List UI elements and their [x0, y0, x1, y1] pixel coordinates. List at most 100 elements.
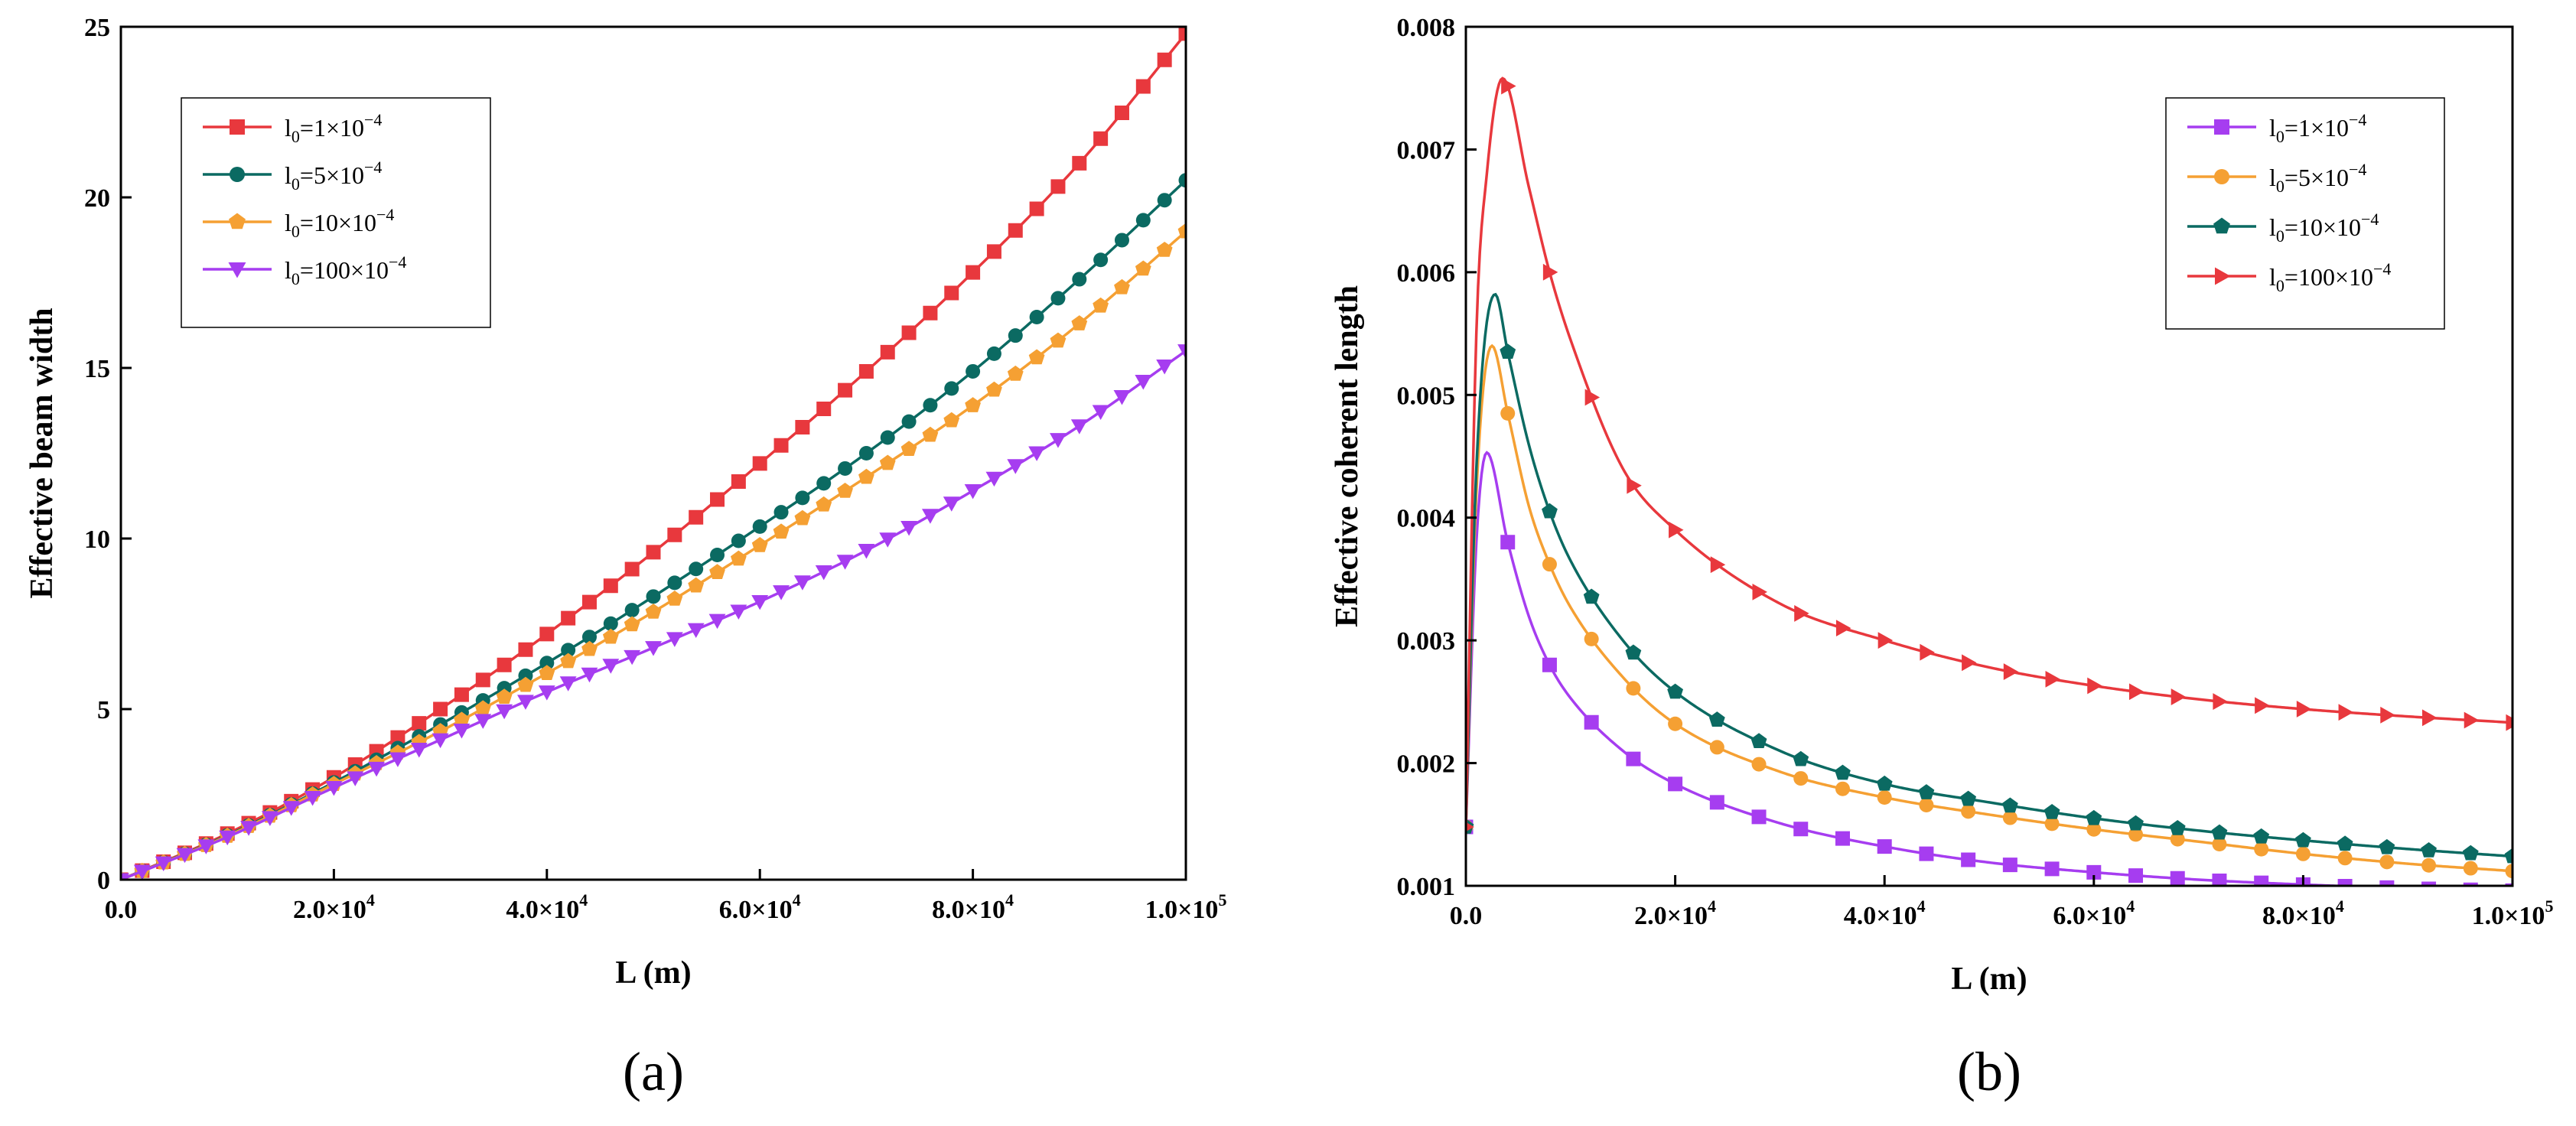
data-point: [1625, 644, 1642, 660]
data-point: [795, 490, 810, 506]
data-point: [1008, 328, 1023, 343]
data-point: [1156, 241, 1173, 257]
data-point: [1542, 557, 1557, 572]
data-point: [879, 532, 897, 548]
data-point: [2421, 841, 2437, 858]
data-point: [2002, 810, 2017, 825]
data-point: [1751, 757, 1767, 772]
legend-box: [2165, 97, 2445, 330]
data-point: [858, 468, 874, 484]
data-point: [1584, 389, 1601, 406]
series-markers-4: [1466, 77, 2512, 832]
data-point: [1070, 419, 1088, 434]
data-point: [454, 711, 470, 727]
data-point: [944, 381, 959, 396]
data-point: [752, 519, 767, 534]
data-point: [1877, 789, 1892, 805]
legend-marker: [228, 262, 246, 278]
data-point: [2295, 846, 2311, 861]
y-axis-title: Effective beam width: [24, 308, 60, 598]
data-point: [2296, 701, 2312, 718]
data-point: [666, 591, 683, 606]
data-point: [2086, 864, 2102, 880]
data-point: [1114, 106, 1129, 121]
data-point: [1029, 309, 1044, 324]
data-point: [1627, 477, 1642, 494]
data-point: [240, 821, 257, 836]
panel-label: (b): [1957, 1041, 2021, 1102]
data-point: [1178, 173, 1186, 188]
data-point: [1114, 233, 1129, 248]
data-point: [923, 398, 938, 413]
data-point: [1626, 751, 1641, 766]
data-point: [2253, 828, 2270, 844]
data-point: [838, 460, 853, 476]
data-point: [751, 537, 768, 552]
data-point: [1178, 27, 1186, 41]
data-point: [517, 695, 534, 710]
data-point: [816, 401, 832, 416]
data-point: [1071, 315, 1088, 330]
x-tick-label: 8.0×104: [932, 890, 1014, 924]
data-point: [1029, 201, 1044, 216]
data-point: [1093, 131, 1109, 146]
legend-marker: [2215, 267, 2231, 285]
data-point: [219, 830, 236, 846]
data-point: [1093, 252, 1109, 268]
panel-b-chart: 0.0 2.0×104 4.0×104 6.0×104 8.0×104 1.0×105 0.…: [1330, 14, 2553, 1102]
data-point: [1919, 846, 1934, 861]
data-point: [667, 575, 682, 591]
data-point: [1962, 654, 1977, 672]
y-tick-label: 20: [84, 184, 110, 213]
data-point: [559, 676, 577, 692]
data-point: [815, 565, 832, 581]
data-point: [1584, 631, 1599, 646]
data-point: [347, 771, 364, 786]
data-point: [2379, 880, 2395, 886]
x-tick-label: 6.0×104: [719, 890, 801, 924]
data-point: [2254, 875, 2269, 886]
data-point: [602, 628, 619, 644]
data-point: [1050, 433, 1067, 448]
data-point: [966, 363, 981, 379]
data-point: [390, 730, 405, 745]
data-point: [2338, 704, 2354, 721]
data-point: [1500, 343, 1516, 359]
data-point: [1092, 405, 1109, 420]
data-point: [986, 244, 1001, 259]
data-point: [474, 700, 491, 716]
data-point: [1668, 776, 1683, 792]
legend-label: l0=1×10−4: [285, 110, 382, 146]
data-point: [2504, 848, 2512, 864]
legend-label: l0=10×10−4: [2269, 210, 2379, 246]
data-point: [1961, 852, 1976, 867]
data-point: [581, 667, 598, 683]
data-point: [689, 561, 704, 577]
data-point: [880, 430, 895, 445]
data-point: [773, 523, 790, 539]
data-point: [538, 685, 555, 701]
y-tick-label: 0.008: [1397, 14, 1456, 42]
data-point: [645, 641, 662, 656]
data-point: [943, 496, 960, 512]
data-point: [773, 438, 789, 453]
data-point: [1877, 839, 1892, 854]
data-point: [2505, 864, 2512, 879]
data-point: [197, 839, 215, 854]
data-point: [2087, 677, 2102, 695]
data-point: [923, 305, 938, 321]
data-point: [518, 668, 533, 683]
legend: l0=1×10−4 l0=5×10−4 l0=10×10−4 l0=100×10−4: [181, 97, 491, 328]
data-point: [816, 476, 832, 491]
data-point: [624, 603, 640, 618]
legend-label: l0=10×10−4: [285, 205, 394, 241]
data-point: [2463, 861, 2478, 876]
data-point: [1072, 272, 1087, 287]
data-point: [389, 752, 406, 767]
data-point: [2506, 714, 2512, 731]
data-point: [2213, 693, 2228, 710]
data-point: [2421, 858, 2437, 873]
data-point: [858, 544, 875, 559]
data-point: [1961, 804, 1976, 819]
legend-entry: l0=1×10−4: [2187, 110, 2366, 146]
